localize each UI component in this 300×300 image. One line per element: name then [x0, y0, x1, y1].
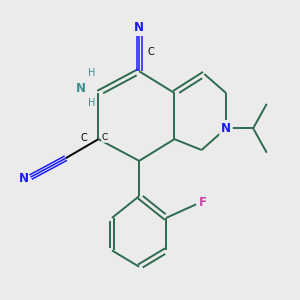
Text: H: H [88, 98, 95, 108]
Text: C: C [102, 133, 108, 142]
Text: N: N [221, 122, 231, 135]
Text: C: C [148, 47, 154, 57]
Text: N: N [76, 82, 86, 95]
Text: N: N [18, 172, 28, 185]
Text: F: F [199, 196, 207, 209]
Text: C: C [80, 133, 87, 143]
Text: H: H [88, 68, 95, 78]
Text: N: N [134, 21, 144, 34]
